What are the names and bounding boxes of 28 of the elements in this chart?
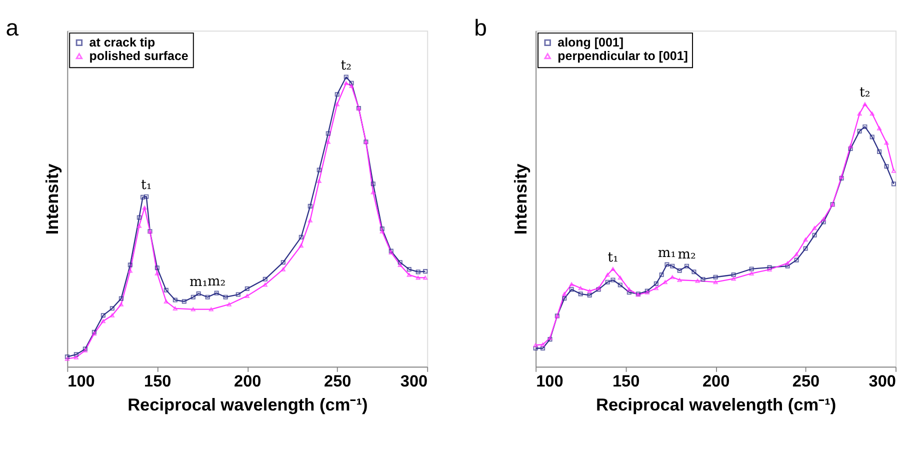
legend-label: polished surface [89,48,188,63]
legend-label: along [001] [558,36,624,50]
chart-title: a [6,14,19,40]
annotation: t₁ [140,178,152,193]
x-tick-label: 100 [68,372,95,390]
annotation: m₁ [190,274,208,290]
x-tick-label: 150 [144,372,172,390]
annotation: m₂ [678,247,696,262]
x-tick-label: 250 [324,372,352,390]
y-axis-title: Intensity [42,163,62,235]
annotation: t₂ [860,85,870,100]
x-tick-label: 300 [400,372,428,390]
legend-label: perpendicular to [001] [558,48,688,63]
x-tick-label: 250 [792,372,820,390]
x-tick-label: 100 [536,372,564,390]
annotation: t₂ [340,58,352,74]
x-axis-title: Reciprocal wavelength (cm⁻¹) [128,394,368,414]
y-axis-title: Intensity [510,163,530,235]
annotation: m₁ [658,246,676,261]
x-tick-label: 200 [702,372,730,390]
annotation: m₂ [208,274,226,290]
x-tick-label: 150 [612,372,640,390]
chart-title: b [474,14,487,40]
legend-label: at crack tip [89,36,156,50]
x-axis-title: Reciprocal wavelength (cm⁻¹) [596,394,836,414]
x-tick-label: 200 [234,372,262,390]
x-tick-label: 300 [868,372,896,390]
annotation: t₁ [608,250,618,266]
